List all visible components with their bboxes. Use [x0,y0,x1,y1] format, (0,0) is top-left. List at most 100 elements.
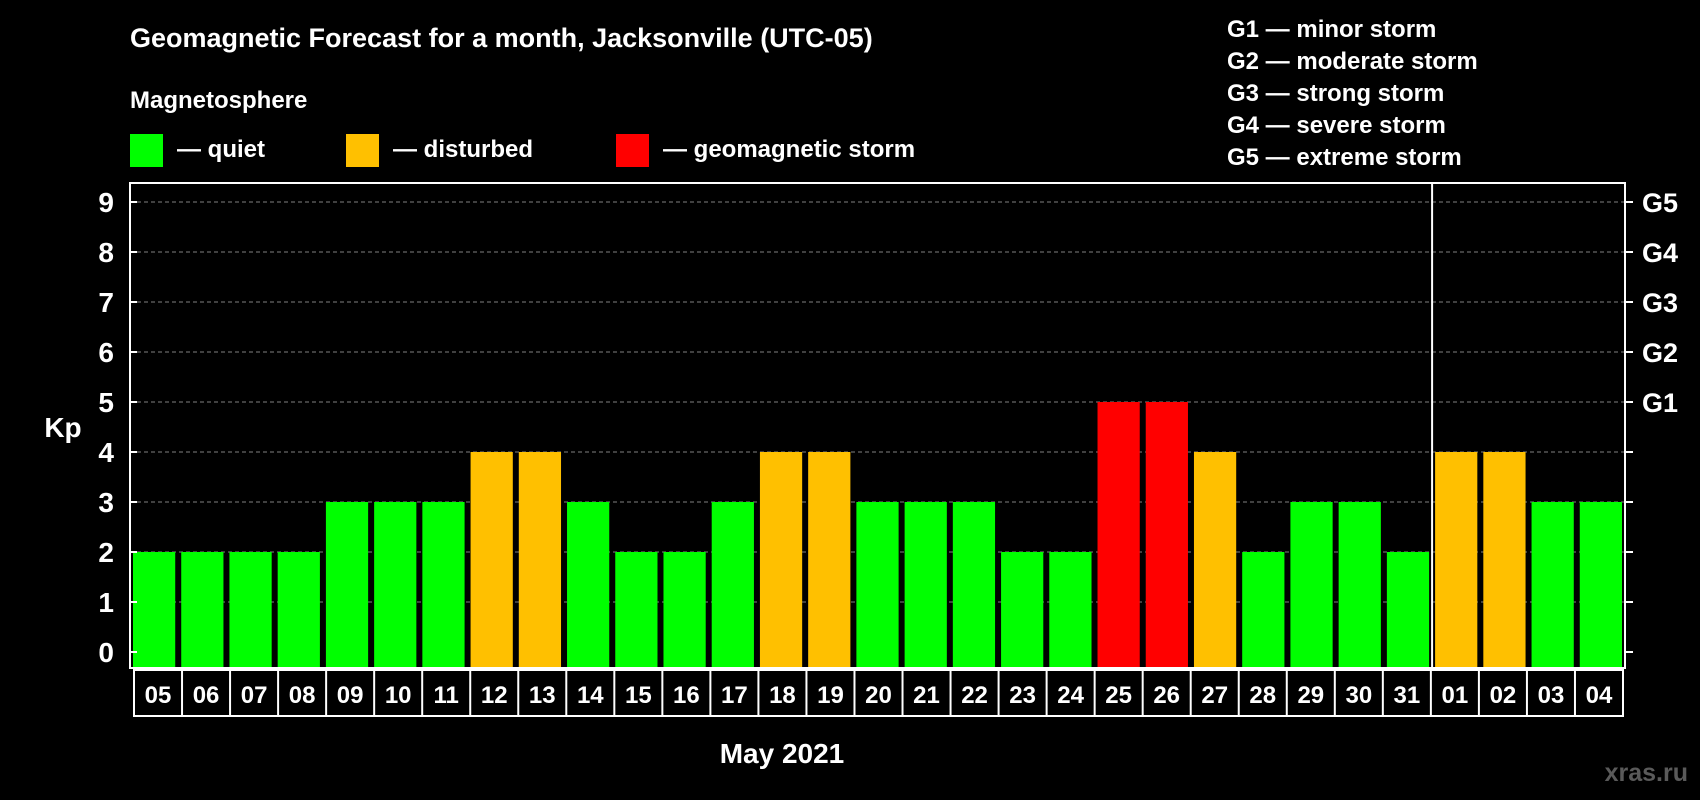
x-tick-label: 13 [529,682,556,709]
x-tick-label: 08 [289,682,316,709]
bar-16 [663,552,706,667]
x-tick-label: 21 [913,682,940,709]
bar-01 [1435,452,1478,667]
bar-22 [952,502,996,667]
legend-label-storm: — geomagnetic storm [663,136,915,163]
bar-25 [1097,402,1140,667]
x-tick-label: 02 [1490,682,1517,709]
x-tick-label: 11 [434,682,459,709]
y-tick-label: 9 [98,187,114,218]
bar-04 [1579,502,1622,667]
legend-swatch-storm [616,134,649,167]
plot-frame [129,182,1626,669]
bar-13 [518,452,562,667]
legend-title: Magnetosphere [130,87,307,114]
y-axis-label: Kp [44,412,81,443]
date-strip [133,669,1624,717]
x-tick-label: 05 [145,682,172,709]
x-tick-label: 31 [1394,682,1421,709]
bar-11 [422,502,465,667]
y-tick-label: 1 [98,587,114,618]
g-level-label: G1 [1642,388,1678,418]
bar-30 [1338,502,1381,667]
x-axis: 05 06 07 08 09 10 11 12 13 14 15 16 17 18 19 20 21 22 23 24… [133,669,1624,717]
x-tick-label: 26 [1153,682,1180,709]
x-tick-label: 03 [1538,682,1565,709]
bar-07 [229,552,272,667]
x-tick-label: 17 [721,682,748,709]
watermark: xras.ru [1605,759,1688,787]
bar-08 [277,552,320,667]
chart-title: Geomagnetic Forecast for a month, Jackso… [130,23,873,53]
legend-swatch-quiet [130,134,163,167]
x-tick-label: 16 [673,682,700,709]
g-scale-item: G4 — severe storm [1227,112,1446,139]
g-scale-legend: G1 — minor storm G2 — moderate storm G3 — … [1227,16,1478,171]
x-tick-label: 24 [1057,682,1084,709]
bar-05 [133,552,176,667]
x-tick-label: 04 [1586,682,1613,709]
y-tick-label: 0 [98,637,114,668]
x-tick-label: 25 [1105,682,1132,709]
bar-21 [904,502,947,667]
g-level-label: G2 [1642,338,1678,368]
x-tick-label: 14 [577,682,604,709]
x-tick-label: 06 [193,682,220,709]
bar-12 [470,452,513,667]
x-tick-label: 18 [769,682,796,709]
legend-swatch-disturbed [346,134,379,167]
bar-19 [808,452,851,667]
legend-label-disturbed: — disturbed [393,136,533,163]
bar-26 [1145,402,1188,667]
x-tick-label: 29 [1297,682,1324,709]
y-tick-label: 3 [98,487,114,518]
legend: — quiet — disturbed — geomagnetic storm [130,134,915,167]
bar-23 [1001,552,1044,667]
bar-20 [856,502,899,667]
x-tick-label: 22 [961,682,988,709]
g-scale-item: G5 — extreme storm [1227,144,1462,171]
bar-17 [711,502,754,667]
y-tick-label: 6 [98,337,114,368]
x-tick-label: 09 [337,682,364,709]
x-tick-label: 10 [385,682,412,709]
x-tick-label: 01 [1442,682,1469,709]
g-scale-item: G3 — strong storm [1227,80,1444,107]
x-tick-label: 23 [1009,682,1036,709]
bar-03 [1531,502,1574,667]
g-scale-item: G2 — moderate storm [1227,48,1478,75]
bar-24 [1049,552,1092,667]
y-tick-label: 8 [98,237,114,268]
bar-10 [374,502,417,667]
bar-15 [615,552,658,667]
y-tick-label: 4 [98,437,114,468]
y-tick-label: 7 [98,287,114,318]
bar-09 [325,502,369,667]
bar-27 [1193,452,1237,667]
x-axis-label: May 2021 [720,738,845,769]
bar-14 [567,502,610,667]
x-tick-label: 28 [1249,682,1276,709]
y-axis: 0 1 2 3 4 5 6 7 8 9 [98,187,137,668]
g-level-label: G3 [1642,288,1678,318]
x-tick-label: 20 [865,682,892,709]
bar-31 [1386,552,1430,667]
bar-18 [759,452,803,667]
x-tick-label: 19 [817,682,844,709]
right-axis: G1 G2 G3 G4 G5 [1625,188,1678,653]
bars [133,402,1622,667]
y-tick-label: 5 [98,387,114,418]
legend-label-quiet: — quiet [177,136,265,163]
g-level-label: G5 [1642,188,1678,218]
x-tick-label: 12 [481,682,508,709]
g-level-label: G4 [1642,238,1678,268]
bar-02 [1483,452,1526,667]
x-tick-label: 30 [1345,682,1372,709]
bar-28 [1242,552,1285,667]
bar-06 [181,552,224,667]
x-tick-label: 27 [1201,682,1228,709]
bar-29 [1290,502,1333,667]
g-scale-item: G1 — minor storm [1227,16,1436,43]
x-tick-label: 15 [625,682,652,709]
